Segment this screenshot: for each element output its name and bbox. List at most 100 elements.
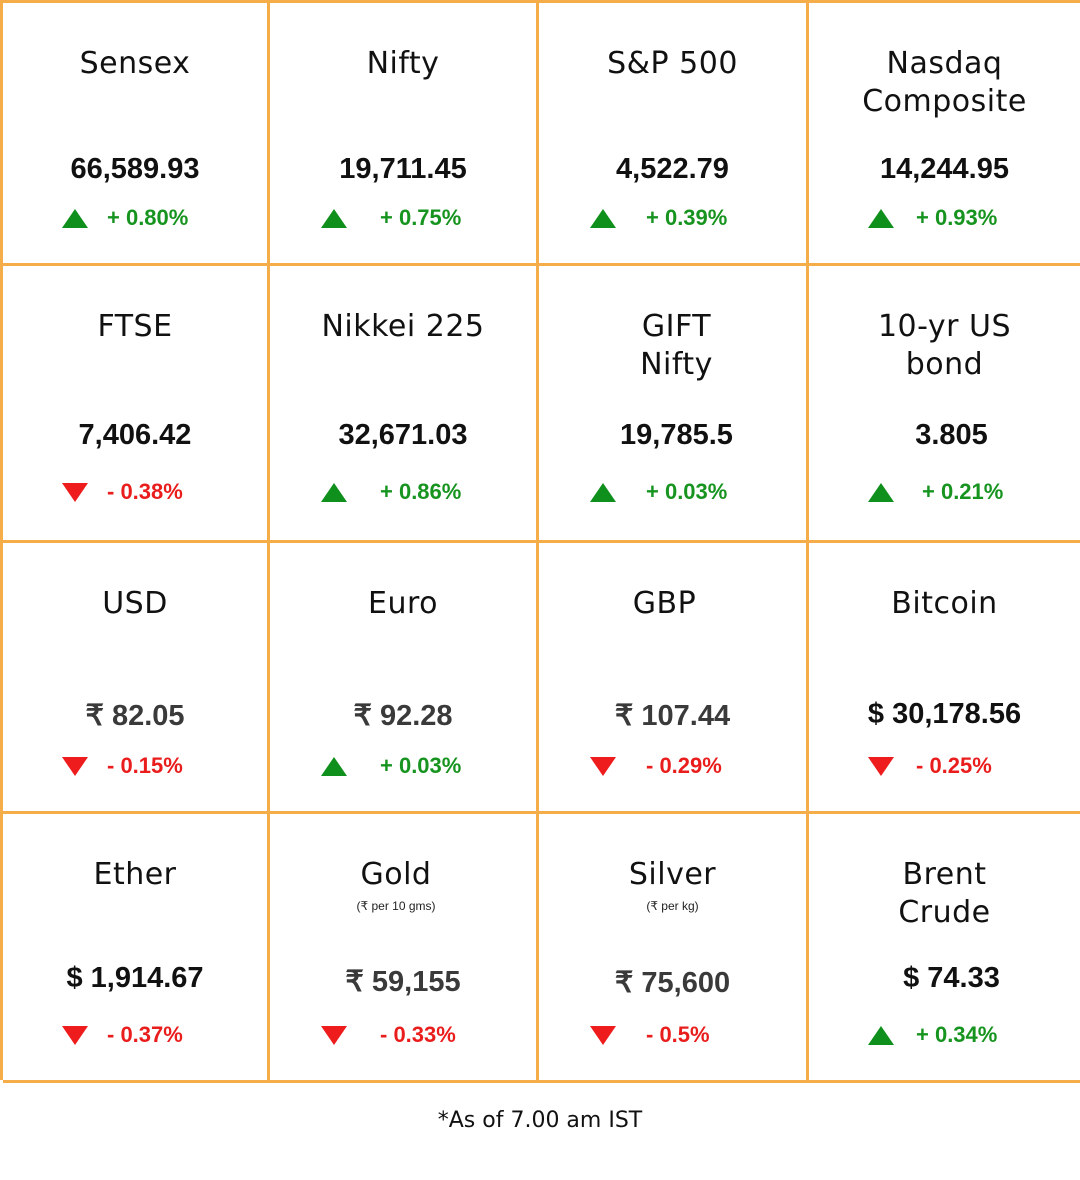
change-percent: - 0.5% <box>646 1022 710 1047</box>
arrow-down-icon <box>62 757 88 776</box>
tile-title: USD <box>102 586 168 621</box>
tile-title: Bitcoin <box>891 586 998 621</box>
tile-title: Gold <box>360 857 432 892</box>
change-percent: + 0.75% <box>380 205 462 230</box>
tile-change: + 0.03% <box>270 753 536 783</box>
change-percent: + 0.21% <box>922 479 1004 504</box>
arrow-up-icon <box>868 209 894 228</box>
tile-change: - 0.29% <box>539 753 806 783</box>
tile-title: Sensex <box>79 46 191 81</box>
tile-value: 4,522.79 <box>616 153 729 185</box>
tile-nifty: Nifty 19,711.45 + 0.75% <box>270 3 539 266</box>
arrow-up-icon <box>321 757 347 776</box>
tile-value: ₹ 75,600 <box>614 967 731 999</box>
change-percent: + 0.80% <box>107 205 189 230</box>
tile-change: + 0.21% <box>809 479 1080 509</box>
tile-change: + 0.39% <box>539 205 806 235</box>
change-percent: - 0.29% <box>646 753 722 778</box>
arrow-up-icon <box>590 209 616 228</box>
tile-title: 10-yr US bond <box>877 309 1012 382</box>
tile-ether: Ether $ 1,914.67 - 0.37% <box>3 814 270 1083</box>
tile-title: S&P 500 <box>607 46 738 81</box>
change-percent: - 0.33% <box>380 1022 456 1047</box>
change-percent: + 0.86% <box>380 479 462 504</box>
tile-value: 7,406.42 <box>78 419 192 451</box>
tile-value: 32,671.03 <box>338 419 468 451</box>
arrow-up-icon <box>590 483 616 502</box>
tile-euro: Euro ₹ 92.28 + 0.03% <box>270 543 539 814</box>
tile-gold: Gold (₹ per 10 gms) ₹ 59,155 - 0.33% <box>270 814 539 1083</box>
tile-title: Euro <box>368 586 438 621</box>
tile-change: + 0.75% <box>270 205 536 235</box>
arrow-down-icon <box>590 1026 616 1045</box>
tile-nasdaq: Nasdaq Composite 14,244.95 + 0.93% <box>809 3 1080 266</box>
arrow-down-icon <box>62 483 88 502</box>
tile-value: $ 74.33 <box>903 962 1000 994</box>
arrow-up-icon <box>62 209 88 228</box>
tile-bitcoin: Bitcoin $ 30,178.56 - 0.25% <box>809 543 1080 814</box>
tile-title: GBP <box>632 586 697 621</box>
change-percent: - 0.25% <box>916 753 992 778</box>
arrow-down-icon <box>62 1026 88 1045</box>
change-percent: + 0.34% <box>916 1022 998 1047</box>
tile-value: 19,785.5 <box>620 419 733 451</box>
change-percent: - 0.37% <box>107 1022 183 1047</box>
change-percent: + 0.93% <box>916 205 998 230</box>
tile-title: Nifty <box>366 46 440 81</box>
tile-nikkei: Nikkei 225 32,671.03 + 0.86% <box>270 266 539 543</box>
arrow-up-icon <box>321 209 347 228</box>
tile-change: - 0.5% <box>539 1022 806 1052</box>
tile-silver: Silver (₹ per kg) ₹ 75,600 - 0.5% <box>539 814 809 1083</box>
tile-us-bond: 10-yr US bond 3.805 + 0.21% <box>809 266 1080 543</box>
tile-value: ₹ 92.28 <box>353 700 453 732</box>
tile-title: Silver <box>628 857 717 892</box>
tile-change: + 0.03% <box>539 479 806 509</box>
tile-value: ₹ 59,155 <box>345 966 461 998</box>
tile-value: $ 30,178.56 <box>867 698 1022 730</box>
tile-value: 14,244.95 <box>879 153 1009 185</box>
tile-change: + 0.80% <box>3 205 267 235</box>
change-percent: + 0.03% <box>646 479 728 504</box>
tile-title: Nasdaq Composite <box>862 46 1027 119</box>
tile-change: + 0.86% <box>270 479 536 509</box>
tile-gbp: GBP ₹ 107.44 - 0.29% <box>539 543 809 814</box>
tile-brent-crude: Brent Crude $ 74.33 + 0.34% <box>809 814 1080 1083</box>
tile-value: $ 1,914.67 <box>66 962 204 994</box>
tile-gift-nifty: GIFT Nifty 19,785.5 + 0.03% <box>539 266 809 543</box>
tile-value: ₹ 107.44 <box>614 700 731 732</box>
tile-subtitle: (₹ per kg) <box>646 899 699 913</box>
tile-title: Nikkei 225 <box>321 309 485 344</box>
tile-change: - 0.15% <box>3 753 267 783</box>
tile-change: + 0.34% <box>809 1022 1080 1052</box>
arrow-up-icon <box>868 483 894 502</box>
tile-change: - 0.38% <box>3 479 267 509</box>
footnote: *As of 7.00 am IST <box>437 1108 643 1133</box>
arrow-up-icon <box>868 1026 894 1045</box>
tile-change: - 0.37% <box>3 1022 267 1052</box>
tile-change: + 0.93% <box>809 205 1080 235</box>
tile-value: ₹ 82.05 <box>85 700 185 732</box>
tile-title: Brent Crude <box>898 857 991 930</box>
tile-sp500: S&P 500 4,522.79 + 0.39% <box>539 3 809 266</box>
tile-value: 19,711.45 <box>339 153 467 185</box>
tile-change: - 0.25% <box>809 753 1080 783</box>
change-percent: - 0.38% <box>107 479 183 504</box>
arrow-up-icon <box>321 483 347 502</box>
market-grid: Sensex 66,589.93 + 0.80% Nifty 19,711.45… <box>0 0 1080 1083</box>
tile-title: GIFT Nifty <box>640 309 713 382</box>
tile-ftse: FTSE 7,406.42 - 0.38% <box>3 266 270 543</box>
tile-value: 3.805 <box>915 419 988 451</box>
change-percent: + 0.03% <box>380 753 462 778</box>
arrow-down-icon <box>590 757 616 776</box>
tile-sensex: Sensex 66,589.93 + 0.80% <box>3 3 270 266</box>
change-percent: + 0.39% <box>646 205 728 230</box>
arrow-down-icon <box>868 757 894 776</box>
tile-title: FTSE <box>97 309 173 344</box>
change-percent: - 0.15% <box>107 753 183 778</box>
arrow-down-icon <box>321 1026 347 1045</box>
tile-value: 66,589.93 <box>70 153 200 185</box>
tile-title: Ether <box>93 857 177 892</box>
tile-change: - 0.33% <box>270 1022 536 1052</box>
tile-subtitle: (₹ per 10 gms) <box>356 899 436 913</box>
tile-usd: USD ₹ 82.05 - 0.15% <box>3 543 270 814</box>
